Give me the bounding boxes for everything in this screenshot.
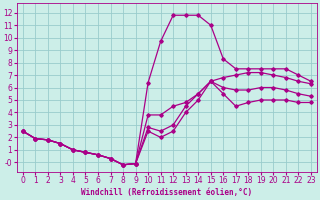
X-axis label: Windchill (Refroidissement éolien,°C): Windchill (Refroidissement éolien,°C) (81, 188, 252, 197)
